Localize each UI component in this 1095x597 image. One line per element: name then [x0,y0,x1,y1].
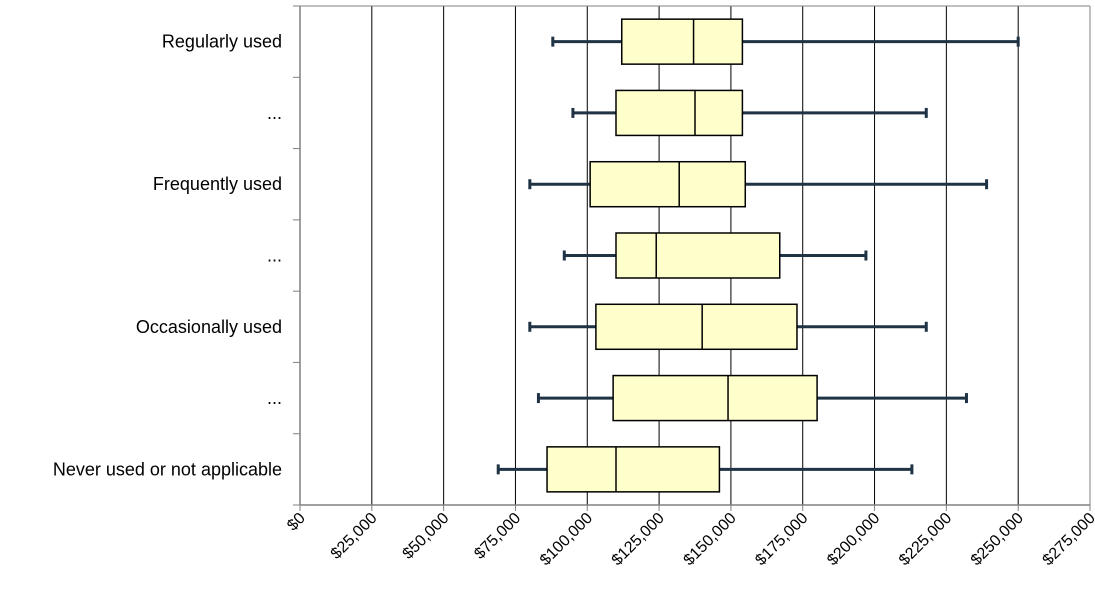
iqr-box [615,89,744,137]
x-tick-label: $125,000 [609,510,668,569]
category-label: Occasionally used [136,317,282,337]
x-tick-label: $225,000 [896,510,955,569]
box-item [528,303,928,351]
box-item [536,374,968,422]
x-tick-labels: $0 $25,000 $50,000 $75,000 $100,000 $125,000 $… [284,510,1095,569]
box-item [528,160,989,208]
iqr-box [615,232,781,279]
box-series [496,18,1020,493]
category-label: ... [267,388,282,408]
category-label: Regularly used [162,32,282,52]
category-label: Frequently used [153,174,282,194]
axes [293,5,1091,511]
box-item [571,89,928,137]
category-label: ... [267,246,282,266]
iqr-box [595,303,798,351]
x-tick-label: $50,000 [400,510,453,563]
iqr-box [546,446,721,493]
x-tick-label: $25,000 [328,510,381,563]
category-labels: Regularly used... Frequently used... Occas… [53,32,282,480]
x-tick-label: $75,000 [471,510,524,563]
category-label: ... [267,103,282,123]
x-tick-label: $0 [284,510,309,535]
iqr-box [612,374,818,422]
box-item [562,232,868,279]
x-tick-label: $250,000 [968,510,1027,569]
x-tick-label: $275,000 [1040,510,1095,569]
x-tick-label: $200,000 [824,510,883,569]
box-item [496,446,914,493]
iqr-box [620,18,744,65]
x-tick-label: $100,000 [537,510,596,569]
box-item [551,18,1020,65]
x-tick-label: $175,000 [752,510,811,569]
iqr-box [589,160,747,208]
x-tick-label: $150,000 [681,510,740,569]
category-label: Never used or not applicable [53,459,282,479]
